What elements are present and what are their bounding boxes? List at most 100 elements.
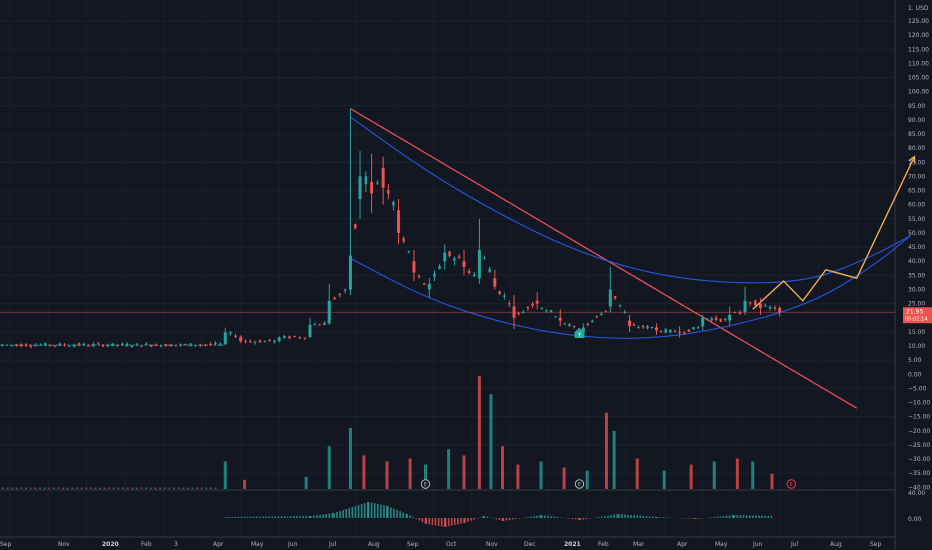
candle-body xyxy=(318,324,321,326)
indicator-bar xyxy=(648,516,651,518)
indicator-bar xyxy=(550,516,552,518)
volume-bar xyxy=(182,487,185,489)
indicator-bar xyxy=(360,504,363,518)
volume-bar xyxy=(635,458,639,489)
indicator-bar xyxy=(731,515,734,518)
candle-body xyxy=(743,300,747,313)
indicator-bar xyxy=(639,515,642,518)
earnings-marker-label: E xyxy=(790,482,793,488)
candle-body xyxy=(563,323,567,325)
indicator-bar xyxy=(577,518,580,520)
time-axis[interactable]: Sep Nov 2020 Feb 3 Apr May Jun Jul Aug Sep Oct Nov De… xyxy=(0,541,882,548)
price-axis[interactable]: 125.00 120.00 115.00 110.00 105.00 100.00 95.0… xyxy=(903,18,932,523)
candle-body xyxy=(427,283,431,290)
time-tick-label: Feb xyxy=(141,541,152,548)
volume-bar xyxy=(15,487,18,489)
candle-body xyxy=(106,345,110,347)
indicator-bar xyxy=(651,516,654,518)
indicator-bar xyxy=(530,516,532,518)
candle-body xyxy=(655,327,658,331)
candle-body xyxy=(223,332,227,345)
indicator-bar xyxy=(380,504,382,518)
price-tick-label: −30.00 xyxy=(908,456,930,463)
indicator-bar xyxy=(283,516,286,518)
candle-body xyxy=(97,343,100,345)
indicator-bar xyxy=(630,514,632,518)
price-tick-label: 0.00 xyxy=(908,371,922,378)
price-tick-label: 40.00 xyxy=(908,258,925,265)
candle-body xyxy=(288,336,291,339)
volume-bar xyxy=(477,375,481,489)
indicator-bar xyxy=(495,518,498,520)
candle-body xyxy=(641,325,645,328)
indicator-bar xyxy=(742,515,745,518)
indicator-bar xyxy=(604,516,606,518)
indicator-bar xyxy=(662,517,665,518)
volume-bar xyxy=(145,487,148,489)
volume-bar xyxy=(6,487,9,489)
candle-body xyxy=(140,345,143,347)
candle-body xyxy=(692,327,695,330)
candle-body xyxy=(130,346,134,348)
candle-body xyxy=(687,329,691,332)
volume-bars xyxy=(2,375,774,489)
volume-bar xyxy=(214,487,217,489)
candle-body xyxy=(568,323,571,326)
time-tick-label: 3 xyxy=(174,541,178,548)
indicator-bar xyxy=(286,516,289,518)
candle-body xyxy=(586,323,590,325)
price-tick-label: −5.00 xyxy=(908,385,927,392)
earnings-marker-circle xyxy=(420,479,431,489)
candle-body xyxy=(705,318,709,320)
price-tick-label: 125.00 xyxy=(908,18,929,25)
volume-bar xyxy=(712,461,716,489)
volume-bar xyxy=(489,394,493,489)
candle-body xyxy=(258,340,262,343)
candle-body xyxy=(15,344,18,346)
volume-bar xyxy=(385,461,389,489)
event-markers[interactable]: E E E ↑ xyxy=(420,328,796,489)
indicator-bar xyxy=(234,516,237,518)
price-tick-label: 55.00 xyxy=(908,216,925,223)
candle-body xyxy=(323,322,326,326)
upper-arc xyxy=(350,116,911,284)
price-tick-label: −10.00 xyxy=(908,400,930,407)
candle-body xyxy=(298,337,301,339)
candle-body xyxy=(214,342,217,345)
price-tick-label: 110.00 xyxy=(908,60,929,67)
indicator-bar xyxy=(370,502,373,518)
volume-bar xyxy=(163,487,166,489)
volume-bar xyxy=(20,487,23,489)
trend-drawings[interactable] xyxy=(0,108,916,409)
candle-body xyxy=(758,303,762,308)
volume-bar xyxy=(243,479,247,489)
time-tick-label: Jun xyxy=(287,541,298,548)
candle-body xyxy=(723,319,727,321)
indicator-bar xyxy=(588,518,591,519)
indicator-bar xyxy=(339,511,341,518)
candle-body xyxy=(82,343,86,346)
indicator-bar xyxy=(434,518,437,526)
candle-body xyxy=(313,324,317,326)
candle-body xyxy=(234,335,237,337)
last-price-countdown: 05:02:14 xyxy=(905,317,927,323)
indicator-bar xyxy=(354,506,357,518)
indicator-bar xyxy=(710,517,712,518)
indicator-bar xyxy=(610,515,612,518)
price-tick-label: 15.00 xyxy=(908,329,925,336)
indicator-bar xyxy=(268,516,271,518)
indicator-bar xyxy=(274,516,277,518)
indicator-bar xyxy=(308,516,311,518)
candle-body xyxy=(710,318,713,321)
price-tick-label: 35.00 xyxy=(908,272,925,279)
candle-body xyxy=(327,300,331,324)
indicator-bar xyxy=(571,518,574,519)
indicator-bar xyxy=(444,518,447,527)
candle-body xyxy=(184,344,187,346)
indicator-bar xyxy=(402,512,404,518)
candle-body xyxy=(714,317,718,320)
candle-body xyxy=(34,345,37,347)
indicator-bar xyxy=(470,518,472,521)
indicator-bar xyxy=(280,516,283,518)
